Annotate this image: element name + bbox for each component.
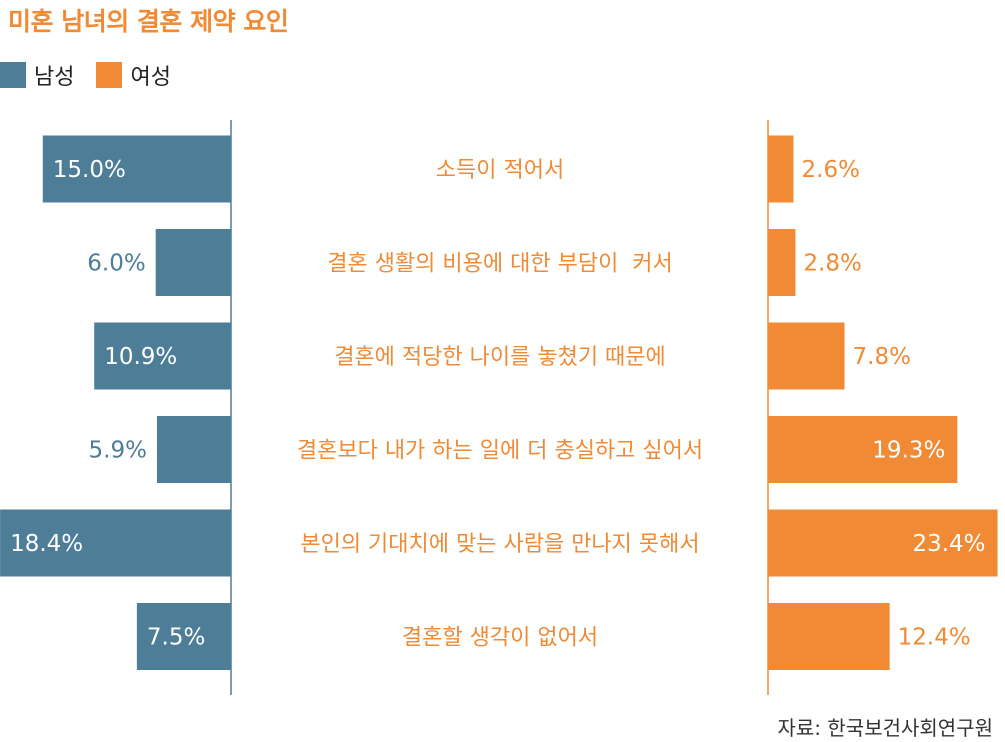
male-bar	[42, 135, 231, 203]
legend: 남성 여성	[0, 60, 193, 90]
female-bar	[768, 322, 845, 390]
female-value-label: 2.6%	[802, 157, 860, 183]
male-value-label: 10.9%	[104, 344, 177, 370]
male-bar	[155, 229, 231, 296]
female-bar	[768, 603, 890, 670]
female-value-label: 23.4%	[912, 531, 985, 557]
category-label: 결혼에 적당한 나이를 놓쳤기 때문에	[334, 345, 666, 370]
female-bar	[768, 416, 958, 483]
female-bar	[768, 229, 796, 296]
legend-swatch-male	[0, 62, 26, 88]
female-bar	[768, 509, 998, 577]
legend-item-female: 여성	[96, 59, 171, 91]
male-value-label: 15.0%	[53, 157, 126, 183]
chart-title: 미혼 남녀의 결혼 제약 요인	[8, 7, 289, 36]
legend-label-female: 여성	[130, 65, 171, 90]
category-label: 결혼할 생각이 없어서	[402, 626, 598, 651]
male-bar	[94, 322, 231, 390]
male-value-label: 7.5%	[147, 625, 205, 651]
male-value-label: 18.4%	[10, 531, 83, 557]
male-value-label: 6.0%	[87, 251, 145, 277]
female-value-label: 12.4%	[898, 625, 971, 651]
legend-swatch-female	[96, 62, 123, 88]
female-value-label: 2.8%	[803, 251, 861, 277]
source-note: 자료: 한국보건사회연구원	[777, 716, 994, 740]
category-label: 소득이 적어서	[436, 158, 564, 183]
male-bar	[0, 509, 231, 577]
female-bar	[768, 135, 794, 203]
category-label: 결혼보다 내가 하는 일에 더 충실하고 싶어서	[297, 439, 703, 464]
female-value-label: 19.3%	[872, 438, 945, 464]
category-label: 본인의 기대치에 맞는 사람을 만나지 못해서	[300, 532, 699, 557]
male-value-label: 5.9%	[89, 438, 147, 464]
male-bar	[156, 416, 231, 483]
category-label: 결혼 생활의 비용에 대한 부담이 커서	[327, 252, 673, 277]
male-bar	[136, 603, 231, 670]
legend-item-male: 남성	[0, 59, 74, 91]
legend-label-male: 남성	[34, 65, 75, 90]
female-value-label: 7.8%	[853, 344, 911, 370]
